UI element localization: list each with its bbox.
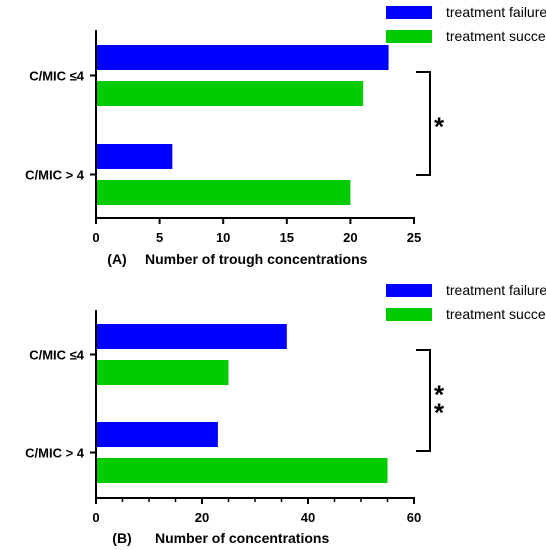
legend-swatch-success: [386, 308, 432, 321]
legend-swatch-success: [386, 30, 432, 43]
x-tick-label: 40: [301, 510, 315, 525]
x-tick-label: 20: [343, 230, 357, 245]
bar-le4-success: [96, 360, 229, 385]
x-tick-label: 20: [195, 510, 209, 525]
bar-gt4-success: [96, 458, 388, 483]
bar-le4-failure: [96, 324, 287, 349]
significance-star: *: [434, 398, 445, 428]
significance-bracket: [416, 71, 431, 176]
x-axis-title: Number of concentrations: [155, 530, 329, 546]
category-label: C/MIC > 4: [25, 446, 85, 461]
bar-le4-success: [96, 81, 364, 106]
bar-gt4-failure: [96, 144, 173, 169]
x-tick-label: 0: [92, 230, 99, 245]
x-tick-label: 60: [407, 510, 421, 525]
bar-le4-failure: [96, 45, 389, 70]
legend-label-success: treatment success: [446, 306, 546, 322]
x-tick-label: 10: [216, 230, 230, 245]
x-tick-label: 15: [280, 230, 294, 245]
x-tick-label: 5: [156, 230, 163, 245]
significance-bracket: [416, 349, 431, 452]
panel-label: (B): [112, 530, 131, 546]
x-tick-label: 0: [92, 510, 99, 525]
legend-swatch-failure: [386, 6, 432, 19]
significance-star: *: [434, 112, 445, 142]
legend-label-success: treatment success: [446, 28, 546, 44]
panel-label: (A): [107, 251, 126, 267]
legend-swatch-failure: [386, 284, 432, 297]
legend-label-failure: treatment failure: [446, 4, 546, 20]
x-axis-title: Number of trough concentrations: [145, 251, 368, 267]
category-label: C/MIC ≤4: [29, 348, 85, 363]
significance-star: *: [434, 380, 445, 410]
category-label: C/MIC > 4: [25, 168, 85, 183]
chart-panel-b: treatment failure treatment success C/MIC …: [25, 282, 546, 546]
bar-gt4-success: [96, 180, 351, 205]
category-label: C/MIC ≤4: [29, 69, 85, 84]
chart-panel-a: treatment failure treatment success C/MIC …: [25, 4, 546, 267]
bar-gt4-failure: [96, 422, 218, 447]
legend-label-failure: treatment failure: [446, 282, 546, 298]
x-tick-label: 25: [407, 230, 421, 245]
